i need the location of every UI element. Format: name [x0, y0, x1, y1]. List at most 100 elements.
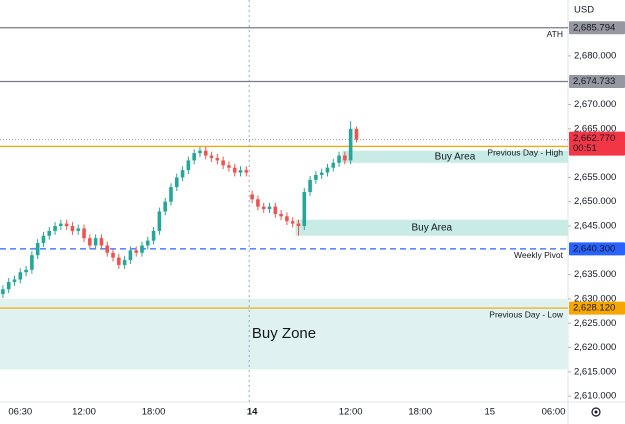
candle-body: [163, 201, 167, 212]
price-tag-label: 2,628.120: [573, 303, 615, 314]
candle-body: [1, 289, 5, 295]
candle-body: [238, 170, 243, 173]
candle-body: [53, 226, 57, 231]
candle-body: [302, 192, 307, 227]
candle-body: [192, 153, 196, 161]
zone-label: Buy Zone: [252, 325, 316, 342]
candle-body: [82, 228, 86, 239]
candle-body: [41, 235, 46, 244]
candle-body: [314, 174, 318, 180]
x-tick-label: 14: [247, 407, 258, 418]
countdown: 00:51: [573, 143, 597, 154]
candle-body: [117, 257, 121, 265]
candle-body: [174, 177, 179, 188]
candle-body: [296, 223, 301, 227]
y-tick-label: 2,610.000: [574, 391, 616, 402]
gear[interactable]: [591, 407, 601, 417]
candle-body: [203, 150, 208, 156]
candle-body: [285, 216, 289, 222]
candle-body: [99, 238, 104, 246]
y-tick-label: 2,645.000: [574, 221, 616, 232]
y-tick-label: 2,625.000: [574, 318, 616, 329]
candle-body: [221, 160, 225, 166]
candle-body: [88, 238, 92, 246]
y-tick-label: 2,650.000: [574, 196, 616, 207]
candle-body: [256, 199, 260, 207]
x-tick-label: 18:00: [142, 407, 166, 418]
candle-body: [343, 155, 347, 161]
y-tick-label: 2,620.000: [574, 342, 616, 353]
level-label: ATH: [547, 29, 563, 39]
level-label: Previous Day - Low: [489, 309, 564, 319]
candle-body: [76, 228, 81, 231]
y-tick-label: 2,630.000: [574, 293, 616, 304]
candle-body: [111, 252, 115, 258]
x-tick-label: 06:30: [8, 407, 32, 418]
y-tick-label: 2,665.000: [574, 123, 616, 134]
candle-body: [64, 223, 69, 227]
candle-body: [140, 245, 144, 253]
price-tag-label: 2,674.733: [573, 76, 615, 87]
candle-body: [267, 206, 272, 210]
zone: [0, 298, 568, 370]
x-tick-label: 06:00: [542, 407, 566, 418]
price-tag: [569, 75, 625, 89]
price-tag-label: 2,640.300: [573, 243, 615, 254]
last-price-tag: [569, 131, 625, 156]
candle-body: [354, 128, 359, 140]
candle-body: [325, 167, 330, 173]
candle-body: [261, 206, 266, 210]
candle-body: [319, 172, 324, 175]
candle-body: [70, 226, 75, 231]
settings-icon[interactable]: [591, 407, 601, 417]
y-tick-label: 2,615.000: [574, 366, 616, 377]
candle-body: [157, 211, 162, 231]
y-tick-label: 2,670.000: [574, 99, 616, 110]
level-label: Previous Day - High: [487, 148, 563, 158]
candle-body: [227, 165, 231, 168]
x-tick-label: 18:00: [408, 407, 432, 418]
zone-label: Buy Area: [411, 222, 452, 233]
candle-body: [180, 170, 185, 178]
price-tag-label: 2,685.794: [573, 22, 615, 33]
candle-body: [348, 128, 353, 161]
candle-body: [308, 179, 312, 193]
candle-body: [279, 213, 283, 217]
zone: [341, 150, 568, 163]
price-axis-bg: [568, 0, 625, 424]
candle-body: [198, 150, 202, 154]
y-tick-label: 2,655.000: [574, 172, 616, 183]
x-tick-label: 15: [484, 407, 495, 418]
zone: [295, 219, 568, 236]
y-tick-label: 2,680.000: [574, 50, 616, 61]
last-price-label: 2,662.770: [573, 133, 615, 144]
candle-body: [337, 155, 341, 163]
candle-body: [215, 157, 220, 161]
candle-body: [186, 160, 191, 171]
candle-body: [250, 194, 254, 200]
zone-label: Buy Area: [435, 151, 476, 162]
candle-body: [47, 230, 52, 236]
candle-body: [12, 279, 17, 282]
candle-body: [30, 255, 34, 270]
candle-body: [134, 250, 139, 253]
level-label: Weekly Pivot: [514, 250, 564, 260]
candle-body: [273, 206, 278, 214]
y-tick-label: 2,635.000: [574, 269, 616, 280]
candle-body: [18, 272, 23, 280]
candle-body: [6, 281, 11, 290]
price-tag: [569, 21, 625, 35]
candle-body: [232, 167, 237, 173]
candle-body: [290, 221, 295, 224]
candle-body: [209, 155, 214, 158]
price-tag: [569, 301, 625, 315]
candle-body: [244, 170, 249, 173]
candle-body: [122, 260, 127, 265]
x-tick-label: 12:00: [72, 407, 96, 418]
candle-body: [169, 187, 173, 202]
candle-body: [35, 243, 40, 256]
x-tick-label: 12:00: [339, 407, 363, 418]
candle-body: [59, 223, 63, 227]
gear-center[interactable]: [594, 410, 598, 414]
